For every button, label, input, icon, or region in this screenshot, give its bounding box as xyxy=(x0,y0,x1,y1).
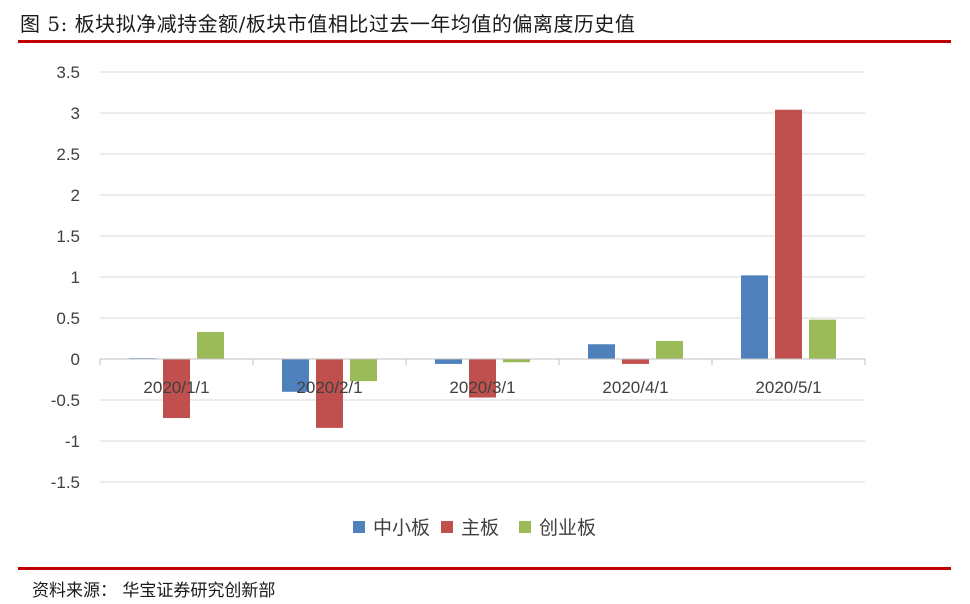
legend-swatch xyxy=(441,521,453,533)
y-tick-label: 2 xyxy=(71,186,80,205)
bar-1-4 xyxy=(588,344,615,359)
bar-1-5 xyxy=(741,275,768,359)
y-tick-label: -0.5 xyxy=(51,391,80,410)
x-tick-label: 2020/4/1 xyxy=(602,378,668,397)
x-tick-label: 2020/2/1 xyxy=(296,378,362,397)
y-axis: 3.5 3 2.5 2 1.5 1 0.5 0 -0.5 -1 -1.5 xyxy=(51,63,80,492)
bar-3-2 xyxy=(350,359,377,382)
bar-3-4 xyxy=(656,340,683,359)
bar-1-3 xyxy=(435,359,462,364)
y-tick-label: 0.5 xyxy=(56,309,80,328)
title-divider xyxy=(18,40,951,43)
x-axis: 2020/1/1 2020/2/1 2020/3/1 2020/4/1 2020/5/1 xyxy=(99,358,866,397)
bar-3-5 xyxy=(809,319,836,359)
y-tick-label: 3 xyxy=(71,104,80,123)
bars xyxy=(129,109,836,428)
bar-2-3 xyxy=(469,359,496,398)
source-note: 资料来源： 华宝证券研究创新部 xyxy=(32,581,276,601)
source-divider xyxy=(18,567,951,570)
bar-2-2 xyxy=(316,359,343,428)
bar-2-5 xyxy=(775,109,802,359)
y-tick-label: -1 xyxy=(65,432,80,451)
chart-title: 图 5: 板块拟净减持金额/板块市值相比过去一年均值的偏离度历史值 xyxy=(20,12,636,36)
legend-swatch xyxy=(353,521,365,533)
legend-label: 创业板 xyxy=(539,517,596,539)
bar-3-3 xyxy=(503,359,530,363)
legend-label: 中小板 xyxy=(373,517,430,539)
y-tick-label: 0 xyxy=(71,350,80,369)
legend-label: 主板 xyxy=(461,517,499,539)
bar-2-4 xyxy=(622,359,649,364)
y-tick-label: 3.5 xyxy=(56,63,80,82)
x-tick-label: 2020/1/1 xyxy=(143,378,209,397)
bar-3-1 xyxy=(197,331,224,359)
x-tick-label: 2020/3/1 xyxy=(449,378,515,397)
x-tick-label: 2020/5/1 xyxy=(755,378,821,397)
y-tick-label: -1.5 xyxy=(51,473,80,492)
legend: 中小板 主板 创业板 xyxy=(353,517,596,539)
y-tick-label: 1 xyxy=(71,268,80,287)
y-tick-label: 2.5 xyxy=(56,145,80,164)
y-tick-label: 1.5 xyxy=(56,227,80,246)
bar-1-2 xyxy=(282,359,309,392)
bar-2-1 xyxy=(163,359,190,419)
legend-swatch xyxy=(519,521,531,533)
